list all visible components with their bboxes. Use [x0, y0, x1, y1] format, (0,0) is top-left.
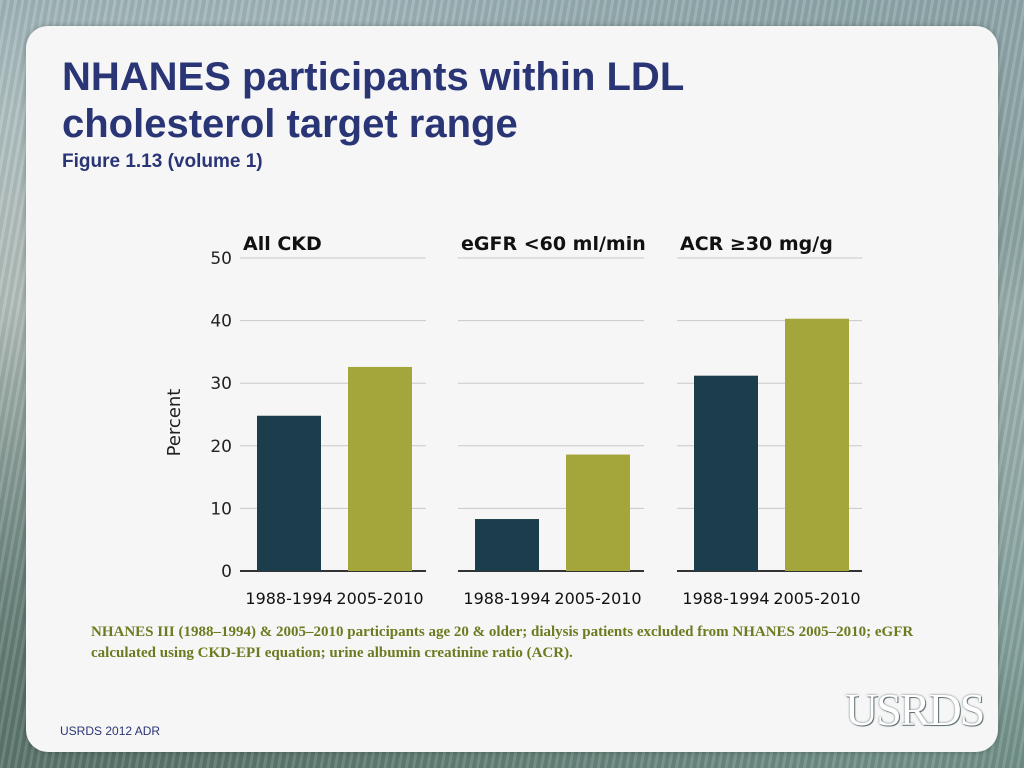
y-tick-label: 20 [210, 437, 232, 457]
x-category-label: 1988-1994 [682, 589, 769, 608]
bar-2005-2010 [785, 318, 849, 571]
x-category-label: 2005-2010 [773, 589, 860, 608]
panel-title: ACR ≥30 mg/g [680, 233, 833, 255]
slide-title: NHANES participants within LDL cholester… [62, 55, 684, 146]
y-tick-label: 30 [210, 374, 232, 394]
y-tick-label: 50 [210, 249, 232, 269]
figure-subtitle: Figure 1.13 (volume 1) [62, 151, 263, 172]
panel-title: eGFR <60 ml/min [461, 233, 646, 255]
y-axis-label: Percent [164, 389, 185, 457]
panel-title: All CKD [243, 233, 322, 255]
footer-source: USRDS 2012 ADR [60, 724, 161, 738]
bar-2005-2010 [348, 366, 412, 571]
bar-2005-2010 [566, 454, 630, 571]
y-tick-label: 10 [210, 499, 232, 519]
bar-1988-1994 [257, 415, 321, 571]
y-tick-label: 40 [210, 312, 232, 332]
usrds-logo: USRDS [845, 684, 985, 735]
y-tick-label: 0 [221, 562, 232, 582]
chart-footnote: NHANES III (1988–1994) & 2005–2010 parti… [91, 624, 914, 661]
bar-1988-1994 [475, 519, 539, 571]
x-category-label: 1988-1994 [245, 589, 332, 608]
bar-1988-1994 [694, 375, 758, 571]
x-category-label: 1988-1994 [463, 589, 550, 608]
x-category-label: 2005-2010 [554, 589, 641, 608]
x-category-label: 2005-2010 [336, 589, 423, 608]
